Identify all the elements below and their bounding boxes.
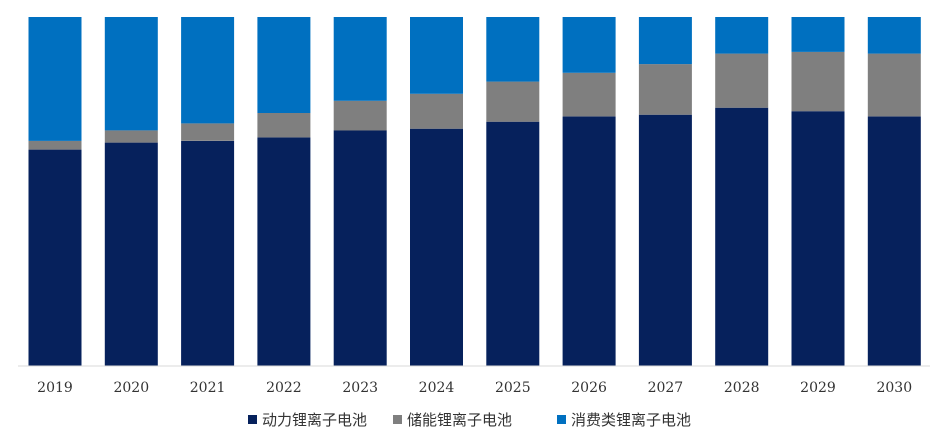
bar-segment-2025-series-2 — [486, 17, 540, 82]
legend-label-series-0: 动力锂离子电池 — [262, 411, 367, 429]
bar-segment-2026-series-2 — [562, 17, 616, 73]
bar-segment-2023-series-2 — [333, 17, 387, 101]
legend-swatch-series-1 — [393, 415, 402, 424]
bars-layer — [28, 17, 921, 366]
bar-segment-2019-series-2 — [28, 17, 82, 141]
legend-swatch-series-2 — [557, 415, 566, 424]
x-tick-label: 2024 — [419, 380, 455, 396]
bar-segment-2027-series-1 — [638, 64, 692, 115]
x-tick-label: 2029 — [800, 380, 836, 396]
legend: 动力锂离子电池 储能锂离子电池 消费类锂离子电池 — [248, 411, 691, 429]
bar-segment-2028-series-0 — [715, 107, 769, 366]
x-tick-label: 2021 — [190, 380, 226, 396]
bar-segment-2026-series-1 — [562, 72, 616, 117]
bar-segment-2029-series-1 — [791, 51, 845, 112]
bar-segment-2024-series-2 — [410, 17, 463, 94]
bar-segment-2028-series-2 — [715, 17, 769, 54]
x-tick-label: 2026 — [571, 380, 607, 396]
bar-segment-2019-series-0 — [28, 149, 82, 366]
bar-segment-2020-series-0 — [104, 142, 158, 366]
bar-segment-2030-series-1 — [867, 53, 921, 117]
bar-segment-2025-series-0 — [486, 121, 540, 366]
bar-segment-2023-series-1 — [333, 100, 387, 131]
x-tick-label: 2022 — [266, 380, 302, 396]
x-tick-label: 2030 — [876, 380, 912, 396]
bar-segment-2029-series-0 — [791, 111, 845, 366]
bar-segment-2020-series-1 — [104, 130, 158, 143]
legend-label-series-1: 储能锂离子电池 — [407, 411, 512, 429]
x-tick-labels: 2019 2020 2021 2022 2023 2024 2025 2026 2027 2028… — [37, 380, 912, 396]
bar-segment-2022-series-2 — [257, 17, 311, 113]
bar-segment-2024-series-1 — [410, 93, 463, 129]
bar-segment-2021-series-2 — [181, 17, 235, 124]
bar-segment-2029-series-2 — [791, 17, 845, 52]
bar-segment-2021-series-1 — [181, 123, 235, 141]
x-tick-label: 2020 — [113, 380, 149, 396]
bar-segment-2023-series-0 — [333, 130, 387, 366]
bar-segment-2030-series-2 — [867, 17, 921, 54]
legend-label-series-2: 消费类锂离子电池 — [571, 411, 691, 429]
x-tick-label: 2019 — [37, 380, 73, 396]
bar-segment-2030-series-0 — [867, 116, 921, 366]
bar-segment-2021-series-0 — [181, 140, 235, 366]
bar-segment-2028-series-1 — [715, 53, 769, 108]
x-tick-label: 2027 — [648, 380, 684, 396]
x-tick-label: 2028 — [724, 380, 760, 396]
bar-segment-2024-series-0 — [410, 128, 463, 366]
bar-segment-2025-series-1 — [486, 81, 540, 122]
bar-segment-2019-series-1 — [28, 140, 82, 150]
bar-segment-2022-series-0 — [257, 137, 311, 366]
bar-segment-2026-series-0 — [562, 116, 616, 366]
bar-segment-2022-series-1 — [257, 113, 311, 138]
x-tick-label: 2023 — [342, 380, 378, 396]
legend-swatch-series-0 — [248, 415, 257, 424]
bar-segment-2027-series-2 — [638, 17, 692, 65]
bar-segment-2020-series-2 — [104, 17, 158, 131]
bar-segment-2027-series-0 — [638, 114, 692, 366]
x-tick-label: 2025 — [495, 380, 531, 396]
